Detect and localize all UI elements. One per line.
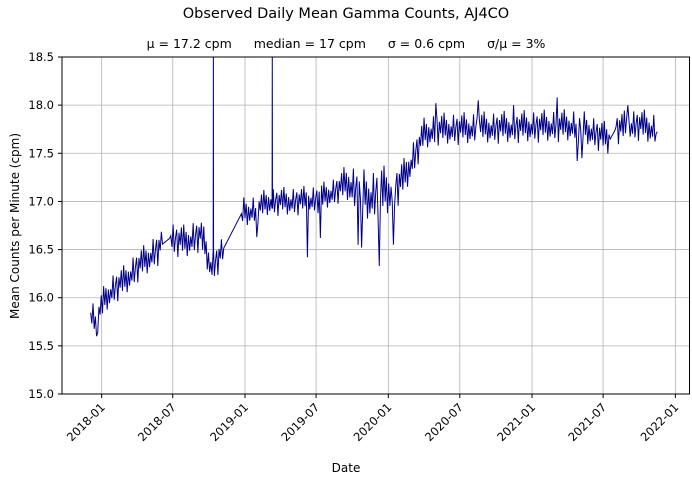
x-tick-label: 2018-01 — [64, 400, 108, 444]
x-tick-label: 2022-01 — [638, 400, 682, 444]
stats-line: μ = 17.2 cpm median = 17 cpm σ = 0.6 cpm… — [0, 36, 692, 51]
stat-sigma: σ = 0.6 cpm — [387, 36, 466, 51]
x-tick-label: 2019-07 — [278, 400, 322, 444]
gridlines — [62, 56, 690, 395]
y-tick-label: 16.0 — [28, 291, 54, 305]
x-tick-label: 2020-01 — [351, 400, 395, 444]
y-tick-label: 16.5 — [28, 243, 54, 257]
y-tick-label: 18.5 — [28, 50, 54, 64]
y-tick-label: 15.0 — [28, 387, 54, 401]
x-tick-label: 2020-07 — [422, 400, 466, 444]
chart-title: Observed Daily Mean Gamma Counts, AJ4CO — [182, 6, 510, 22]
plot-frame — [61, 56, 690, 395]
tick-marks — [58, 56, 676, 398]
x-axis-label: Date — [331, 461, 361, 475]
tick-labels: 2018-01 2018-07 2019-01 2019-07 2020-01 2020-… — [28, 50, 681, 444]
stat-mean: μ = 17.2 cpm — [146, 36, 232, 51]
y-tick-label: 15.5 — [28, 339, 54, 353]
data-line — [90, 57, 658, 337]
stat-median: median = 17 cpm — [253, 36, 366, 51]
y-tick-label: 18.0 — [28, 98, 54, 112]
y-tick-label: 17.5 — [28, 146, 54, 160]
x-tick-label: 2019-01 — [207, 400, 251, 444]
x-tick-label: 2021-07 — [565, 400, 609, 444]
y-tick-label: 17.0 — [28, 194, 54, 208]
x-tick-label: 2021-01 — [494, 400, 538, 444]
x-tick-label: 2018-07 — [135, 400, 179, 444]
stat-sigma-over-mean: σ/μ = 3% — [487, 36, 546, 51]
